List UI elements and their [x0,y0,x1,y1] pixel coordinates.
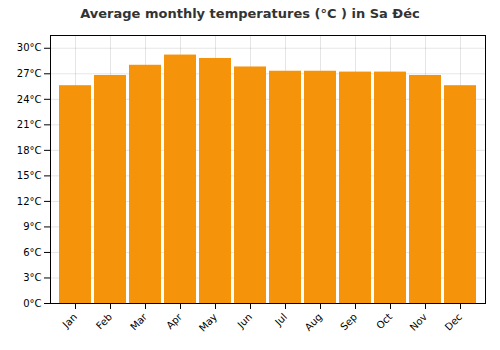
svg-text:Jan: Jan [60,311,79,330]
svg-text:May: May [197,311,219,333]
svg-text:Oct: Oct [374,311,394,331]
svg-text:Sep: Sep [338,311,359,332]
svg-text:3°C: 3°C [23,272,41,283]
svg-text:Nov: Nov [408,311,430,333]
svg-text:12°C: 12°C [17,196,42,207]
svg-text:9°C: 9°C [23,221,41,232]
svg-text:21°C: 21°C [17,119,42,130]
svg-text:15°C: 15°C [17,170,42,181]
svg-text:Mar: Mar [128,311,150,333]
svg-text:Aug: Aug [303,311,325,333]
svg-text:6°C: 6°C [23,247,41,258]
svg-text:Dec: Dec [443,311,464,332]
svg-text:Jun: Jun [235,311,255,331]
svg-text:27°C: 27°C [17,68,42,79]
svg-text:30°C: 30°C [17,42,42,53]
svg-text:24°C: 24°C [17,94,42,105]
html-text:Average monthly temperatures (: Average monthly temperatures (°C ) in Sa… [80,6,420,21]
svg-text:Jul: Jul [272,311,289,328]
svg-text:18°C: 18°C [17,145,42,156]
svg-text:0°C: 0°C [23,298,41,309]
svg-text:Apr: Apr [164,311,185,332]
svg-text:Feb: Feb [94,311,114,331]
